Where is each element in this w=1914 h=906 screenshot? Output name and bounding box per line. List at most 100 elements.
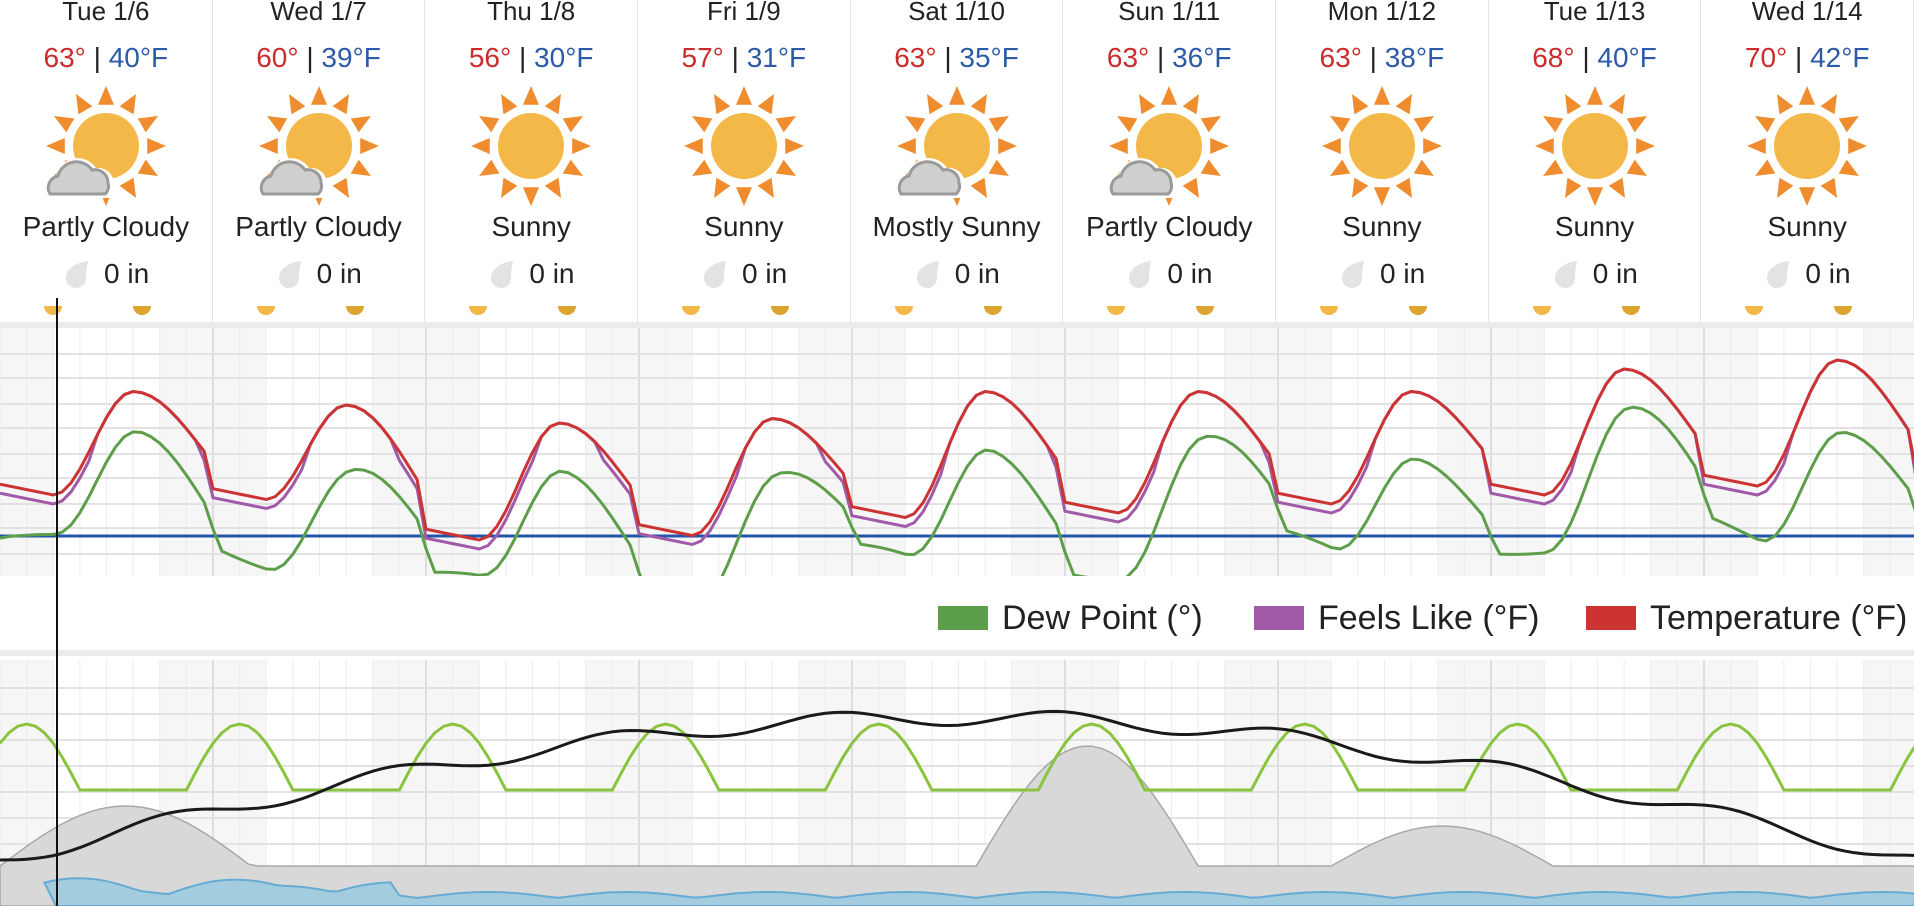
daytime-band (133, 328, 160, 576)
legend-swatch (1254, 606, 1304, 630)
daytime-band (1783, 660, 1811, 906)
raindrop-icon (1767, 261, 1790, 288)
sunrise-icon (682, 306, 701, 315)
daytime-band (1544, 328, 1571, 576)
hi-lo-temps: 63° | 40°F (0, 42, 212, 74)
low-temp: 40°F (1597, 42, 1657, 73)
time-cursor-line[interactable] (56, 298, 58, 906)
daytime-band (745, 328, 773, 576)
sunset-icon (558, 306, 577, 315)
day-label: Thu 1/8 (487, 0, 576, 26)
daytime-band (1597, 328, 1625, 576)
daily-forecast-strip: Tue 1/6 63° | 40°F Partly Cloudy 0 in We… (0, 0, 1914, 322)
daytime-band (1624, 660, 1651, 906)
temp-separator: | (1795, 42, 1803, 73)
day-column[interactable]: Tue 1/6 63° | 40°F Partly Cloudy 0 in (0, 0, 213, 322)
day-label: Fri 1/9 (707, 0, 781, 26)
daytime-band (1570, 660, 1598, 906)
raindrop-icon (1129, 261, 1152, 288)
temp-separator: | (518, 42, 527, 73)
daytime-band (346, 660, 373, 906)
sunny-icon (1741, 84, 1873, 208)
hi-lo-temps: 57° | 31°F (638, 42, 850, 74)
temp-separator: | (1582, 42, 1590, 73)
pressure-line (0, 709, 1914, 862)
daytime-band (266, 328, 293, 576)
low-temp: 42°F (1810, 42, 1870, 73)
daytime-band (559, 328, 586, 576)
low-temp: 40°F (108, 42, 169, 73)
daytime-band (692, 328, 719, 576)
partly-cloudy-icon (40, 84, 172, 208)
day-label: Mon 1/12 (1327, 0, 1437, 26)
legend-swatch (1586, 606, 1636, 630)
sunset-icon (133, 306, 151, 315)
raindrop-icon (1554, 261, 1577, 288)
low-temp: 35°F (959, 42, 1019, 73)
daytime-band (532, 660, 560, 906)
hi-lo-temps: 63° | 35°F (851, 42, 1063, 74)
wind-area (42, 877, 1914, 906)
dew-point-line (0, 405, 1914, 576)
sunny-icon (465, 84, 597, 208)
day-label: Tue 1/13 (1543, 0, 1646, 26)
sunrise-icon (1745, 306, 1764, 315)
sunrise-icon (44, 306, 62, 315)
daytime-band (1597, 660, 1625, 906)
high-temp: 70° (1744, 42, 1788, 73)
conditions-chart[interactable] (0, 660, 1914, 906)
hi-lo-temps: 70° | 42°F (1701, 42, 1913, 74)
partly-cloudy-icon (1103, 84, 1235, 208)
row-separator (0, 322, 1914, 328)
legend-item[interactable]: Dew Point (°) (938, 590, 1203, 646)
daytime-band (772, 328, 799, 576)
precipitation: 0 in (1701, 256, 1913, 292)
day-column[interactable]: Sat 1/10 63° | 35°F Mostly Sunny 0 in (851, 0, 1064, 322)
temp-separator: | (944, 42, 952, 73)
sunset-icon (1196, 306, 1215, 315)
day-column[interactable]: Mon 1/12 63° | 38°F Sunny 0 in (1276, 0, 1489, 322)
legend-item[interactable]: Feels Like (°F) (1254, 590, 1539, 646)
daytime-band (1810, 660, 1838, 906)
partly-cloudy-icon (253, 84, 385, 208)
legend-item[interactable]: Temperature (°F) (1586, 590, 1907, 646)
legend-label: Temperature (°F) (1650, 598, 1908, 637)
day-column[interactable]: Wed 1/14 70° | 42°F Sunny 0 in (1701, 0, 1914, 322)
condition-text: Sunny (1554, 211, 1635, 242)
daytime-band (505, 328, 533, 576)
day-column[interactable]: Fri 1/9 57° | 31°F Sunny 0 in (638, 0, 851, 322)
sunny-icon (1316, 84, 1448, 208)
condition-text: Sunny (704, 211, 784, 242)
daytime-band (1171, 328, 1199, 576)
day-column[interactable]: Sun 1/11 63° | 36°F Partly Cloudy 0 in (1063, 0, 1277, 322)
sunrise-icon (256, 306, 275, 315)
day-label: Wed 1/14 (1751, 0, 1863, 26)
temperature-chart[interactable] (0, 328, 1914, 576)
condition-text: Sunny (1767, 211, 1847, 242)
high-temp: 63° (1106, 42, 1150, 73)
raindrop-icon (916, 261, 939, 288)
precipitation: 0 in (1276, 256, 1488, 292)
day-column[interactable]: Wed 1/7 60° | 39°F Partly Cloudy 0 in (213, 0, 426, 322)
precip-amount: 0 in (316, 258, 362, 289)
high-temp: 63° (43, 42, 86, 73)
daytime-band (1837, 328, 1864, 576)
raindrop-icon (491, 261, 514, 288)
precip-amount: 0 in (104, 258, 150, 289)
day-column[interactable]: Tue 1/13 68° | 40°F Sunny 0 in (1489, 0, 1702, 322)
sunrise-icon (894, 306, 913, 315)
daytime-band (106, 328, 134, 576)
day-column[interactable]: Thu 1/8 56° | 30°F Sunny 0 in (425, 0, 639, 322)
row-separator (0, 650, 1914, 656)
daytime-band (1198, 660, 1225, 906)
temperature-line (0, 358, 1914, 542)
high-temp: 63° (1319, 42, 1362, 73)
condition-text: Sunny (1342, 211, 1422, 242)
daytime-band (505, 660, 533, 906)
high-temp: 56° (468, 42, 512, 73)
daytime-band (1624, 328, 1651, 576)
condition-text: Partly Cloudy (1085, 211, 1253, 242)
high-temp: 57° (681, 42, 724, 73)
daytime-band (931, 660, 959, 906)
daytime-band (559, 660, 586, 906)
